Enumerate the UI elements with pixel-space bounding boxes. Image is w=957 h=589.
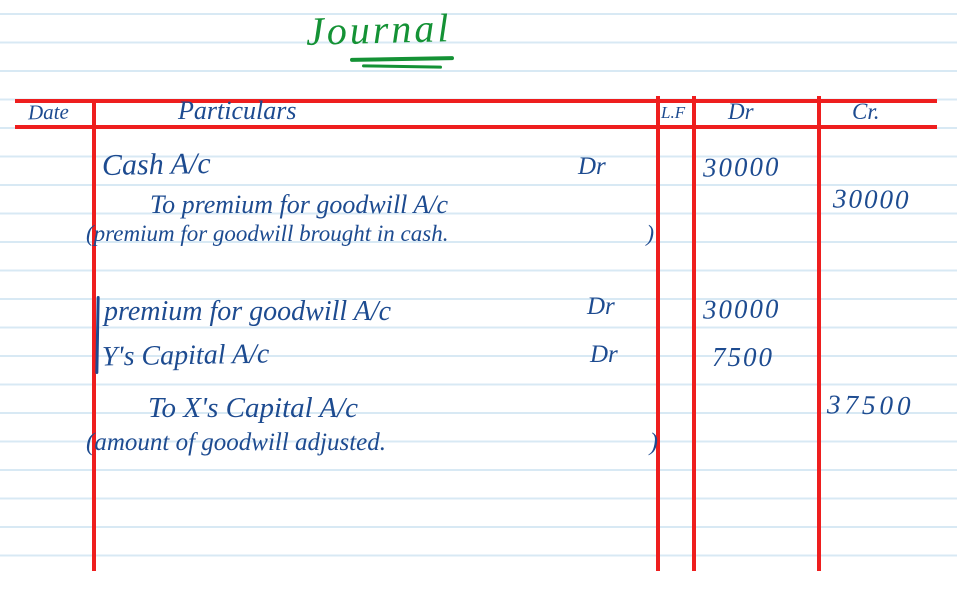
- entry2-debit-account-1: premium for goodwill A/c: [104, 296, 391, 327]
- column-header-particulars: Particulars: [178, 96, 297, 125]
- entry2-debit-amount-1: 30000: [702, 293, 781, 325]
- column-divider-lf-dr: [692, 96, 696, 571]
- column-divider-particulars-lf: [656, 96, 660, 571]
- column-header-lf: L.F: [661, 103, 686, 122]
- title-underline-1: [349, 56, 455, 62]
- ink-stroke: [95, 295, 100, 375]
- entry1-narration-text: (premium for goodwill brought in cash.: [86, 221, 449, 246]
- column-divider-dr-cr: [817, 96, 821, 571]
- entry1-debit-marker: Dr: [578, 153, 606, 180]
- entry1-credit-account: To premium for goodwill A/c: [150, 190, 449, 219]
- entry1-debit-amount: 30000: [702, 151, 781, 183]
- entry2-narration-text: (amount of goodwill adjusted.: [86, 429, 386, 456]
- entry2-debit-account-2: Y's Capital A/c: [101, 338, 270, 373]
- table-header-top-line: [15, 99, 937, 103]
- entry1-narration: (premium for goodwill brought in cash. ): [86, 222, 654, 245]
- entry1-credit-amount: 30000: [832, 183, 911, 215]
- entry2-credit-amount: 37500: [826, 389, 915, 421]
- entry1-debit-account: Cash A/c: [101, 147, 211, 182]
- entry2-narration-close-paren: ): [649, 429, 658, 456]
- title-underline-2: [361, 64, 443, 69]
- table-header-bottom-line: [15, 125, 937, 129]
- page-title: Journal: [305, 5, 452, 54]
- entry2-narration: (amount of goodwill adjusted. ): [86, 430, 658, 455]
- column-header-dr: Dr: [728, 99, 754, 124]
- entry2-debit-marker-1: Dr: [587, 293, 615, 320]
- column-header-date: Date: [27, 99, 70, 125]
- entry2-debit-marker-2: Dr: [590, 341, 618, 368]
- entry1-narration-close-paren: ): [646, 221, 654, 246]
- entry2-credit-account: To X's Capital A/c: [148, 392, 359, 424]
- entry2-debit-amount-2: 7500: [712, 342, 774, 372]
- column-header-cr: Cr.: [852, 99, 880, 124]
- column-divider-date-particulars: [92, 100, 96, 571]
